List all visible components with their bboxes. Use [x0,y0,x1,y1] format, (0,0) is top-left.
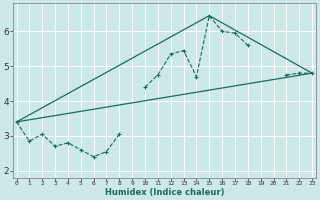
X-axis label: Humidex (Indice chaleur): Humidex (Indice chaleur) [105,188,224,197]
